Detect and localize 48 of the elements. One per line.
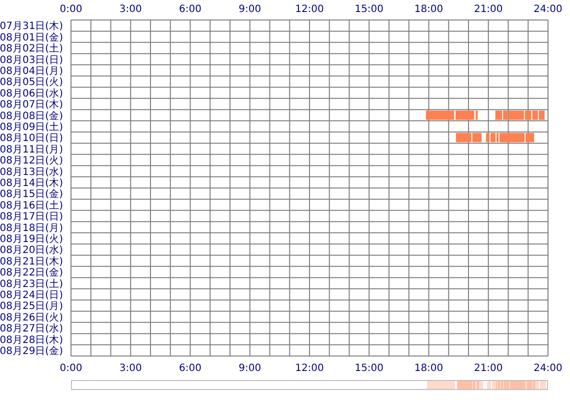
y-tick-label: 08月24日(日) bbox=[0, 290, 64, 301]
y-tick-label: 08月19日(火) bbox=[0, 232, 64, 245]
y-tick-label: 08月12日(火) bbox=[0, 154, 64, 167]
y-tick-label: 08月11日(月) bbox=[0, 144, 64, 156]
y-tick-label: 08月15日(金) bbox=[0, 188, 64, 200]
x-tick-label: 15:00 bbox=[354, 363, 384, 374]
y-tick-label: 08月05日(火) bbox=[0, 76, 64, 88]
y-tick-label: 08月29日(金) bbox=[0, 344, 64, 357]
y-tick-label: 08月21日(木) bbox=[0, 255, 64, 268]
y-tick-label: 07月31日(木) bbox=[0, 20, 64, 32]
x-tick-label: 6:00 bbox=[179, 363, 202, 374]
y-tick-label: 08月17日(日) bbox=[0, 212, 64, 223]
y-tick-label: 08月22日(金) bbox=[0, 266, 64, 279]
y-tick-label: 08月03日(日) bbox=[0, 54, 64, 66]
x2-tick-label: 0:00 bbox=[60, 4, 82, 15]
x2-tick-label: 6:00 bbox=[179, 4, 202, 15]
y-tick-label: 08月16日(土) bbox=[0, 199, 64, 212]
x2-tick-label: 18:00 bbox=[414, 4, 444, 15]
x-tick-label: 0:00 bbox=[60, 363, 82, 374]
y-tick-label: 08月28日(木) bbox=[0, 334, 64, 346]
x-tick-label: 9:00 bbox=[238, 363, 262, 374]
x2-tick-label: 21:00 bbox=[474, 4, 503, 15]
x-tick-label: 12:00 bbox=[295, 363, 324, 374]
y-tick-label: 08月18日(月) bbox=[0, 222, 64, 234]
y-tick-label: 08月26日(火) bbox=[0, 311, 64, 324]
y-tick-label: 08月09日(土) bbox=[0, 120, 64, 133]
x-tick-label: 24:00 bbox=[534, 363, 562, 374]
y-tick-label: 08月25日(月) bbox=[0, 301, 64, 312]
x2-tick-label: 24:00 bbox=[534, 4, 562, 15]
y-tick-label: 08月02日(土) bbox=[0, 42, 64, 55]
y-tick-label: 08月10日(日) bbox=[0, 133, 64, 144]
x2-tick-label: 12:00 bbox=[295, 4, 324, 15]
x2-tick-label: 15:00 bbox=[354, 4, 384, 15]
y-tick-label: 08月14日(木) bbox=[0, 176, 64, 189]
x-tick-label: 3:00 bbox=[119, 363, 142, 374]
y-tick-label: 08月01日(金) bbox=[0, 31, 64, 44]
y-tick-label: 08月04日(月) bbox=[0, 66, 64, 77]
x-tick-label: 21:00 bbox=[474, 363, 503, 374]
y-tick-label: 08月13日(水) bbox=[0, 166, 64, 178]
y-tick-label: 08月06日(水) bbox=[0, 87, 64, 100]
y-tick-label: 08月20日(水) bbox=[0, 244, 64, 256]
x-tick-label: 18:00 bbox=[414, 363, 444, 374]
y-tick-label: 08月27日(水) bbox=[0, 322, 64, 335]
x2-tick-label: 9:00 bbox=[238, 4, 262, 15]
x2-tick-label: 3:00 bbox=[119, 4, 142, 15]
y-tick-label: 08月08日(金) bbox=[0, 110, 64, 122]
y-tick-label: 08月23日(土) bbox=[0, 278, 64, 290]
y-tick-label: 08月07日(木) bbox=[0, 98, 64, 111]
